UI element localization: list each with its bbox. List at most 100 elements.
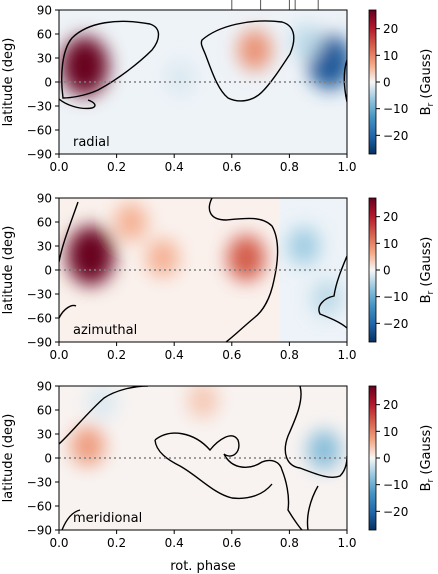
y-tick-label: 90	[37, 192, 52, 206]
y-tick-label: −90	[27, 148, 52, 162]
heatmap-feature	[70, 425, 105, 467]
contour-line	[59, 304, 77, 319]
y-tick-label: 60	[37, 216, 52, 230]
y-tick-label: −60	[27, 124, 52, 138]
heatmap-feature	[114, 202, 148, 242]
heatmap-feature	[87, 386, 117, 420]
colorbar-tick-label: −10	[383, 478, 408, 492]
y-axis-label: latitude (deg)	[1, 38, 16, 127]
contour-line	[200, 20, 295, 102]
colorbar-tick-label: −20	[383, 129, 408, 143]
y-tick-label: 0	[44, 452, 52, 466]
contour-line	[343, 59, 347, 103]
y-tick-label: 30	[37, 240, 52, 254]
y-tick-label: 0	[44, 76, 52, 90]
y-tick-label: −30	[27, 100, 52, 114]
heatmap-feature	[306, 429, 341, 471]
contour-line	[154, 432, 303, 530]
x-tick-label: 0.6	[222, 160, 241, 174]
heatmap-feature-core	[317, 46, 342, 78]
y-tick-label: −30	[27, 476, 52, 490]
heatmap-feature	[291, 23, 323, 61]
colorbar-label: Br (Gauss)	[419, 237, 436, 304]
y-tick-label: 60	[37, 28, 52, 42]
colorbar-tick-label: 0	[383, 452, 391, 466]
x-tick-label: 1.0	[337, 348, 356, 362]
x-tick-label: 0.4	[165, 160, 184, 174]
panel-radial: radial	[58, 0, 348, 155]
colorbar-tick-label: 10	[383, 425, 398, 439]
colorbar-tick-label: 0	[383, 264, 391, 278]
heatmap-feature	[237, 29, 273, 71]
heatmap-feature-core	[77, 239, 104, 273]
colorbar	[368, 385, 377, 531]
colorbar-tick-label: −20	[383, 317, 408, 331]
contour-line	[284, 386, 347, 478]
heatmap-blobs	[70, 386, 341, 471]
colorbars: 20 10 0 −10 −20 Br (Gauss) 20 10 0 −10 −20 Br (Gaus…	[368, 9, 436, 531]
axes-ticks: 0.0 0.2 0.4 0.6 0.8 1.0 90 60 30 0 −30 −60 −90 latitu…	[1, 4, 357, 551]
contour-line	[306, 485, 319, 530]
x-tick-label: 0.2	[107, 536, 126, 550]
contour-line	[59, 386, 149, 445]
contour-line	[59, 201, 79, 263]
x-tick-label: 0.8	[280, 536, 299, 550]
heatmap-meridional	[59, 386, 347, 530]
colorbar	[368, 9, 377, 155]
panel-label: meridional	[73, 511, 142, 526]
x-tick-label: 0.4	[165, 536, 184, 550]
heatmap-feature	[187, 386, 219, 419]
x-tick-label: 0.2	[107, 348, 126, 362]
y-tick-label: 0	[44, 264, 52, 278]
x-tick-label: 0.0	[49, 536, 68, 550]
colorbar-tick-label: 0	[383, 76, 391, 90]
x-tick-label: 0.8	[280, 160, 299, 174]
contour-line	[208, 198, 279, 342]
colorbar	[368, 197, 377, 343]
x-axis-label: rot. phase	[170, 559, 236, 574]
contour-line	[61, 20, 160, 99]
y-tick-label: 60	[37, 404, 52, 418]
x-tick-label: 1.0	[337, 536, 356, 550]
contour-line	[61, 509, 81, 530]
contour-line	[59, 98, 96, 110]
heatmap-feature	[287, 226, 321, 266]
y-tick-label: −90	[27, 524, 52, 538]
observation-phase-markers	[231, 0, 319, 10]
y-tick-label: 90	[37, 380, 52, 394]
panel-meridional: meridional rot. phase	[58, 385, 348, 574]
x-tick-label: 0.0	[49, 160, 68, 174]
x-tick-label: 0.2	[107, 160, 126, 174]
colorbar-tick-label: −10	[383, 102, 408, 116]
x-tick-label: 1.0	[337, 160, 356, 174]
y-tick-label: 90	[37, 4, 52, 18]
heatmap-azimuthal	[59, 198, 347, 342]
colorbar-tick-label: −10	[383, 290, 408, 304]
contour-line	[318, 255, 347, 329]
heatmap-blobs	[60, 23, 347, 96]
colorbar-tick-label: 20	[383, 22, 398, 36]
colorbar-tick-label: 10	[383, 49, 398, 63]
y-axis-label: latitude (deg)	[1, 226, 16, 315]
y-tick-label: −30	[27, 288, 52, 302]
heatmap-feature	[165, 60, 195, 96]
y-tick-label: 30	[37, 52, 52, 66]
contour-line	[154, 439, 273, 500]
colorbar-tick-label: 10	[383, 237, 398, 251]
x-tick-label: 0.4	[165, 348, 184, 362]
x-tick-label: 0.0	[49, 348, 68, 362]
panel-label: azimuthal	[73, 323, 137, 338]
panel-label: radial	[73, 135, 110, 150]
y-tick-label: −90	[27, 336, 52, 350]
y-tick-label: 30	[37, 428, 52, 442]
colorbar-tick-label: 20	[383, 210, 398, 224]
heatmap-feature-core	[71, 49, 99, 83]
colorbar-tick-label: 20	[383, 398, 398, 412]
y-tick-label: −60	[27, 500, 52, 514]
heatmap-feature	[146, 238, 179, 278]
y-axis-label: latitude (deg)	[1, 414, 16, 503]
heatmap-feature-core	[235, 245, 257, 271]
colorbar-label: Br (Gauss)	[419, 425, 436, 492]
panel-azimuthal: azimuthal	[58, 197, 348, 343]
